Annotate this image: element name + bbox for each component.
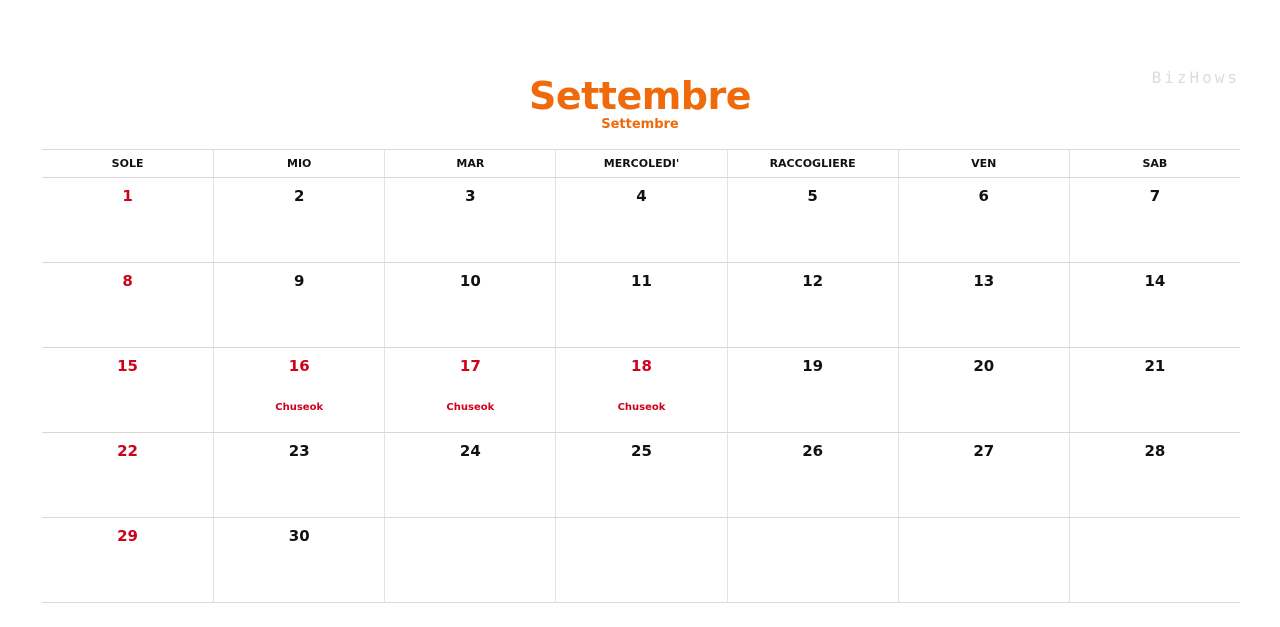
day-cell[interactable]: 3 (384, 178, 555, 262)
day-cell[interactable]: 13 (897, 263, 1069, 347)
day-cell[interactable]: 9 (213, 263, 384, 347)
day-cell[interactable] (1068, 518, 1240, 602)
day-cell[interactable]: 14 (1068, 263, 1240, 347)
day-cell[interactable]: 19 (726, 348, 898, 432)
day-number: 6 (978, 187, 989, 205)
day-number: 21 (1144, 357, 1166, 375)
holiday-label: Chuseok (275, 402, 324, 413)
weekday-0: SOLE (111, 157, 144, 170)
day-cell[interactable]: 6 (897, 178, 1069, 262)
day-number: 16 (288, 357, 310, 375)
day-number: 13 (973, 272, 995, 290)
day-number: 4 (636, 187, 647, 205)
day-number: 26 (802, 442, 824, 460)
day-number: 1 (122, 187, 133, 205)
month-title: Settembre (528, 74, 752, 118)
day-number: 7 (1149, 187, 1161, 205)
day-cell[interactable] (384, 518, 555, 602)
weekday-header: SOLE MIO MAR MERCOLEDI' RACCOGLIERE VEN SAB (42, 149, 1240, 178)
day-cell[interactable]: 25 (555, 433, 726, 517)
day-number: 17 (459, 357, 481, 375)
day-cell[interactable]: 4 (555, 178, 726, 262)
day-cell[interactable]: 16 Chuseok (213, 348, 384, 432)
day-cell[interactable]: 24 (384, 433, 555, 517)
day-number: 20 (973, 357, 995, 375)
day-number: 23 (288, 442, 310, 460)
day-cell[interactable]: 8 (42, 263, 213, 347)
day-number: 5 (807, 187, 818, 205)
week-row: 8 9 10 11 12 13 14 (42, 263, 1240, 348)
day-cell[interactable]: 22 (42, 433, 213, 517)
day-cell[interactable]: 1 (42, 178, 213, 262)
calendar-weeks: 1 2 3 4 5 6 7 8 9 10 11 12 13 14 15 16 Chuseok 17 Chuseok 1… (42, 178, 1240, 603)
day-number: 8 (122, 272, 133, 290)
day-number: 25 (631, 442, 652, 460)
weekday-6: SAB (1068, 150, 1240, 177)
weekday-4: RACCOGLIERE (726, 150, 898, 177)
day-number: 29 (117, 527, 138, 545)
week-row: 22 23 24 25 26 27 28 (42, 433, 1240, 518)
day-cell[interactable]: 15 (42, 348, 213, 432)
week-row: 1 2 3 4 5 6 7 (42, 178, 1240, 263)
month-subtitle: Settembre (601, 117, 679, 132)
day-number: 12 (802, 272, 824, 290)
day-number: 15 (117, 357, 138, 375)
week-row: 15 16 Chuseok 17 Chuseok 18 Chuseok 19 20 21 (42, 348, 1240, 433)
day-cell[interactable]: 18 Chuseok (555, 348, 726, 432)
day-cell[interactable]: 28 (1068, 433, 1240, 517)
day-number: 18 (631, 357, 652, 375)
day-number: 30 (288, 527, 310, 545)
day-number: 9 (293, 272, 305, 290)
day-cell[interactable]: 20 (897, 348, 1069, 432)
day-number: 11 (631, 272, 652, 290)
day-cell[interactable] (555, 518, 726, 602)
day-cell[interactable]: 17 Chuseok (384, 348, 555, 432)
holiday-label: Chuseok (617, 402, 666, 413)
day-number: 27 (973, 442, 995, 460)
day-cell[interactable] (897, 518, 1069, 602)
week-row: 29 30 (42, 518, 1240, 603)
day-cell[interactable]: 5 (726, 178, 898, 262)
day-cell[interactable]: 2 (213, 178, 384, 262)
weekday-5: VEN (897, 150, 1069, 177)
day-number: 3 (465, 187, 476, 205)
day-cell[interactable]: 26 (726, 433, 898, 517)
day-cell[interactable]: 12 (726, 263, 898, 347)
day-cell[interactable]: 30 (213, 518, 384, 602)
day-cell[interactable]: 11 (555, 263, 726, 347)
day-number: 28 (1144, 442, 1166, 460)
weekday-2: MAR (384, 150, 555, 177)
day-number: 19 (802, 357, 824, 375)
day-cell[interactable]: 23 (213, 433, 384, 517)
day-cell[interactable]: 29 (42, 518, 213, 602)
brand-logo: BizHows (1151, 68, 1240, 87)
day-cell[interactable]: 21 (1068, 348, 1240, 432)
day-number: 2 (293, 187, 305, 205)
day-number: 22 (117, 442, 138, 460)
day-cell[interactable]: 27 (897, 433, 1069, 517)
day-cell[interactable]: 7 (1068, 178, 1240, 262)
holiday-label: Chuseok (446, 402, 495, 413)
day-number: 10 (459, 272, 481, 290)
day-cell[interactable] (726, 518, 898, 602)
weekday-3: MERCOLEDI' (555, 150, 726, 177)
weekday-1: MIO (213, 150, 384, 177)
day-cell[interactable]: 10 (384, 263, 555, 347)
day-number: 24 (459, 442, 481, 460)
day-number: 14 (1144, 272, 1166, 290)
